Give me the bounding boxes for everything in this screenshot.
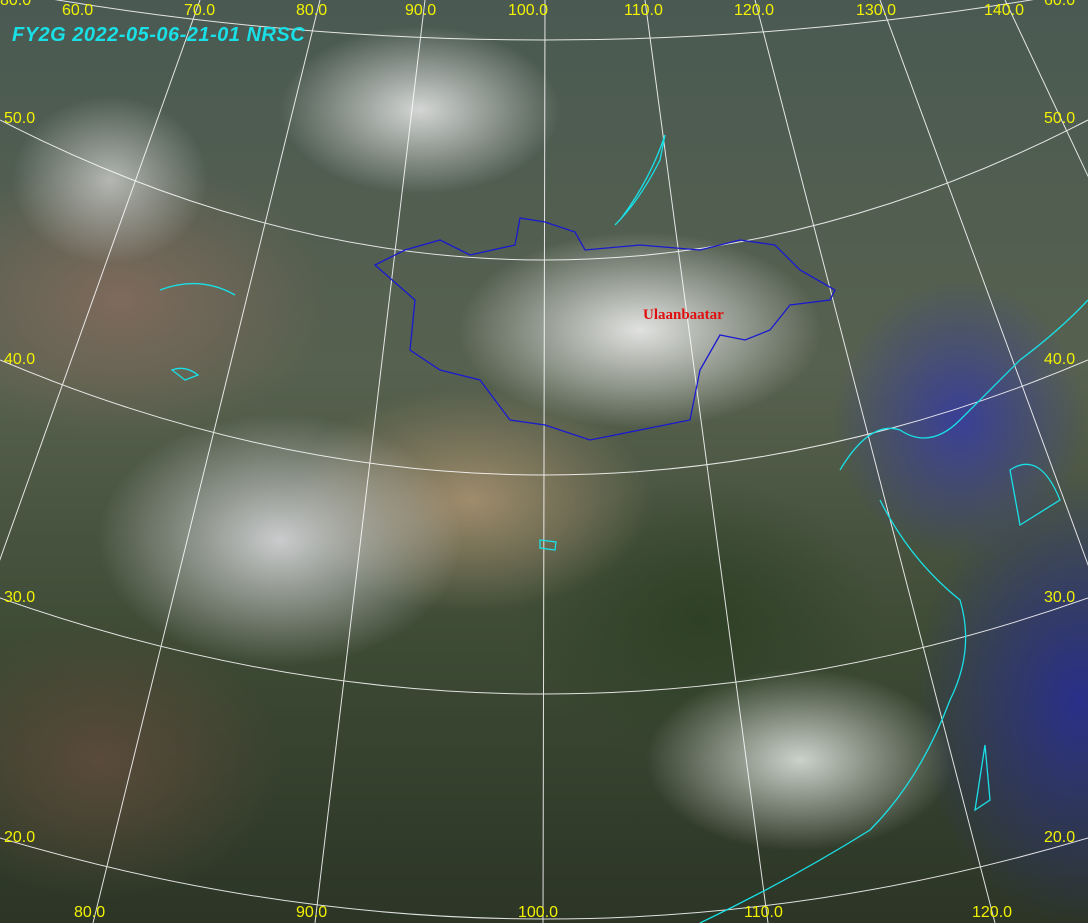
bottom-label: 120.0: [972, 904, 1013, 921]
meridian-100: [542, 0, 546, 923]
parallel-30: [0, 597, 1088, 695]
parallel-50: [0, 119, 1088, 261]
meridian-120: [754, 0, 996, 923]
top-label: 130.0: [856, 2, 897, 19]
bottom-label: 100.0: [518, 904, 559, 921]
top-label: 100.0: [508, 2, 549, 19]
right-label: 40.0: [1044, 351, 1076, 368]
top-label: 80.0: [0, 0, 32, 9]
top-label: 90.0: [405, 2, 437, 19]
top-label: 120.0: [734, 2, 775, 19]
meridian-140: [1004, 0, 1088, 178]
image-title: FY2G 2022-05-06-21-01 NRSC: [12, 24, 306, 46]
top-label: 60.0: [62, 2, 94, 19]
mongolia-border: [373, 217, 836, 441]
left-label: 50.0: [4, 110, 36, 127]
meridian-90: [314, 0, 426, 923]
left-label: 30.0: [4, 589, 36, 606]
right-label: 50.0: [1044, 110, 1076, 127]
right-label: 30.0: [1044, 589, 1076, 606]
top-label: 80.0: [296, 2, 328, 19]
meridian-130: [879, 0, 1088, 567]
top-label: 140.0: [984, 2, 1025, 19]
right-label: 20.0: [1044, 829, 1076, 846]
bottom-label: 80.0: [74, 904, 106, 921]
bottom-label: 90.0: [296, 904, 328, 921]
parallel-60: [54, 0, 1034, 41]
top-label: 70.0: [184, 2, 216, 19]
city-label-ulaanbaatar: Ulaanbaatar: [643, 307, 724, 323]
top-label: 60.0: [1044, 0, 1076, 9]
meridian-70: [0, 0, 201, 561]
left-label: 20.0: [4, 829, 36, 846]
parallel-40: [0, 359, 1088, 476]
top-label: 110.0: [624, 2, 663, 19]
meridian-80: [92, 0, 321, 923]
meridian-110: [644, 0, 769, 923]
parallel-20: [0, 837, 1088, 920]
coastlines: [159, 134, 1088, 923]
left-label: 40.0: [4, 351, 36, 368]
bottom-label: 110.0: [744, 904, 783, 921]
